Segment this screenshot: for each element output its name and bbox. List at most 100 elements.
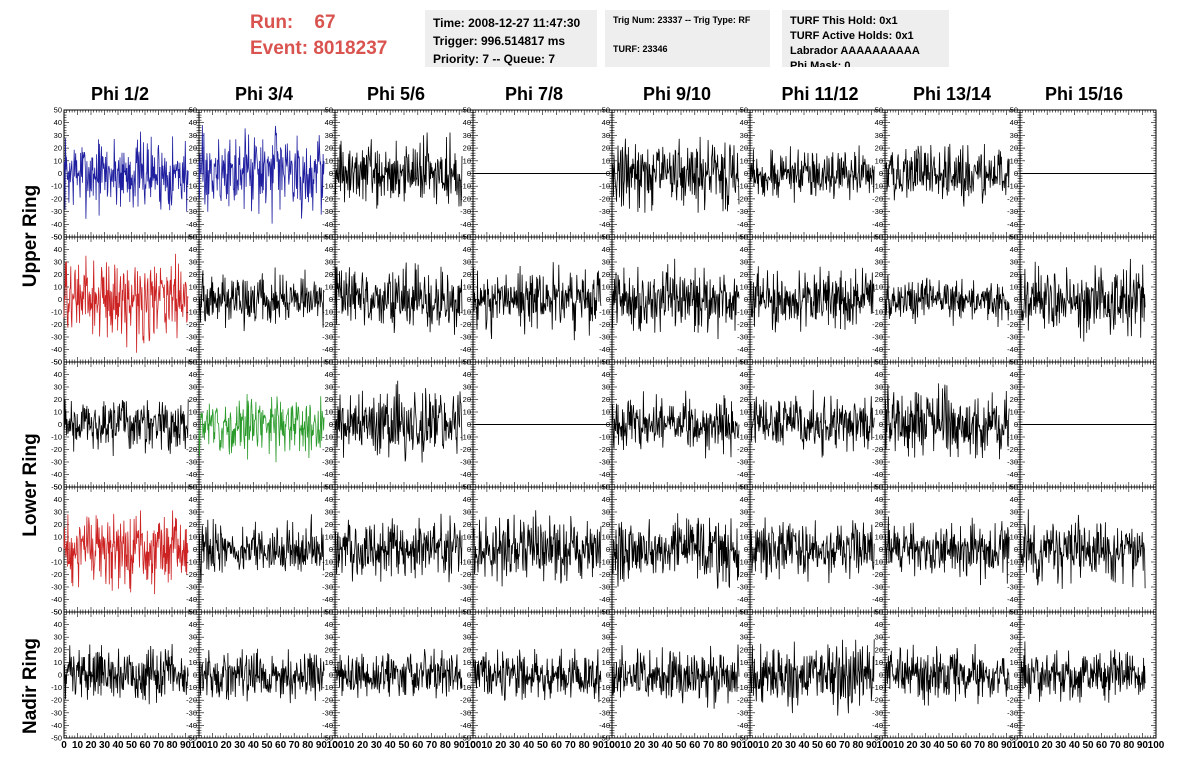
y-tick-label: 50 <box>602 233 610 242</box>
y-tick-label: 20 <box>189 144 197 153</box>
y-tick-label: -40 <box>872 220 883 229</box>
y-tick-label: -20 <box>872 445 883 454</box>
y-tick-label: -30 <box>1007 207 1018 216</box>
y-tick-label: 0 <box>58 169 62 178</box>
y-tick-label: -40 <box>51 345 62 354</box>
y-tick-label: 50 <box>54 233 62 242</box>
y-tick-label: 40 <box>740 245 748 254</box>
y-tick-label: -20 <box>322 320 333 329</box>
y-tick-label: -20 <box>51 320 62 329</box>
waveform-trace <box>749 390 875 458</box>
column-header-phi-7-8: Phi 7/8 <box>504 84 564 104</box>
y-tick-label: 30 <box>740 258 748 267</box>
y-tick-label: 20 <box>54 270 62 279</box>
y-tick-label: -20 <box>737 320 748 329</box>
y-tick-label: -10 <box>737 433 748 442</box>
y-tick-label: 40 <box>189 370 197 379</box>
y-tick-label: 10 <box>325 408 333 417</box>
y-tick-label: -10 <box>322 182 333 191</box>
y-tick-label: -40 <box>460 470 471 479</box>
y-tick-label: 0 <box>467 169 471 178</box>
y-tick-label: -40 <box>186 345 197 354</box>
y-tick-label: 10 <box>54 156 62 165</box>
y-tick-label: -20 <box>460 320 471 329</box>
y-tick-label: -40 <box>1007 345 1018 354</box>
run-label: Run: <box>250 12 294 33</box>
y-tick-label: -30 <box>872 458 883 467</box>
y-tick-label: 20 <box>740 270 748 279</box>
waveform-trace <box>611 136 740 213</box>
y-tick-label: -40 <box>737 220 748 229</box>
y-tick-label: 50 <box>325 106 333 115</box>
y-tick-label: -30 <box>460 333 471 342</box>
y-tick-label: 40 <box>740 370 748 379</box>
y-tick-label: -30 <box>186 333 197 342</box>
y-tick-label: 0 <box>193 169 197 178</box>
y-tick-label: 10 <box>54 283 62 292</box>
y-tick-label: -30 <box>322 207 333 216</box>
y-tick-label: -20 <box>737 445 748 454</box>
waveform-trace <box>334 132 463 209</box>
y-tick-label: 50 <box>54 358 62 367</box>
y-tick-label: 20 <box>875 270 883 279</box>
priority-text: Priority: 7 -- Queue: 7 <box>433 52 556 66</box>
y-tick-label: 40 <box>602 245 610 254</box>
y-tick-label: 20 <box>1010 270 1018 279</box>
y-tick-label: 20 <box>740 395 748 404</box>
y-tick-label: -40 <box>460 220 471 229</box>
y-tick-label: -30 <box>599 207 610 216</box>
y-tick-label: 0 <box>606 420 610 429</box>
trigger-text: Trigger: 996.514817 ms <box>433 34 566 48</box>
y-tick-label: -20 <box>322 194 333 203</box>
y-tick-label: 10 <box>189 283 197 292</box>
y-tick-label: 10 <box>189 408 197 417</box>
waveform-trace <box>611 258 740 340</box>
y-tick-label: -30 <box>599 458 610 467</box>
labrador-text: Labrador AAAAAAAAAA <box>790 45 920 57</box>
y-tick-label: 30 <box>740 383 748 392</box>
waveform-trace <box>749 145 875 203</box>
panel-r3-c1: -50 -40 -30 -20 -10 0 10 20 30 40 50 <box>51 358 200 492</box>
y-tick-label: 50 <box>189 106 197 115</box>
y-tick-label: 0 <box>744 420 748 429</box>
waveform-trace <box>198 393 325 463</box>
y-tick-label: -40 <box>599 220 610 229</box>
y-tick-label: 30 <box>602 383 610 392</box>
trig-num-panel: Trig Num: 23337 -- Trig Type: RF TURF: 2… <box>605 10 770 67</box>
run-line: Run: 67 <box>250 10 420 36</box>
waveform-trace <box>884 274 1010 328</box>
column-header-phi-3-4: Phi 3/4 <box>234 84 294 104</box>
y-tick-label: 0 <box>879 169 883 178</box>
y-tick-label: -40 <box>322 345 333 354</box>
y-tick-label: 30 <box>463 258 471 267</box>
waveform-trace <box>63 398 189 457</box>
y-tick-label: 30 <box>189 131 197 140</box>
y-tick-label: -10 <box>51 433 62 442</box>
y-tick-label: 0 <box>1014 169 1018 178</box>
y-tick-label: 50 <box>1010 106 1018 115</box>
y-tick-label: 0 <box>467 295 471 304</box>
waveform-trace <box>1019 258 1146 342</box>
waveform-trace <box>198 125 325 224</box>
y-tick-label: 50 <box>875 106 883 115</box>
y-tick-label: -40 <box>599 345 610 354</box>
y-tick-label: 50 <box>602 358 610 367</box>
y-tick-label: 20 <box>325 144 333 153</box>
y-tick-label: -30 <box>460 458 471 467</box>
y-tick-label: 20 <box>875 144 883 153</box>
y-tick-label: 20 <box>189 395 197 404</box>
column-header-phi-13-14: Phi 13/14 <box>912 84 992 104</box>
waveform-trace <box>63 131 189 219</box>
y-tick-label: 40 <box>740 118 748 127</box>
y-tick-label: 30 <box>875 258 883 267</box>
y-tick-label: 10 <box>325 283 333 292</box>
y-tick-label: 40 <box>325 370 333 379</box>
